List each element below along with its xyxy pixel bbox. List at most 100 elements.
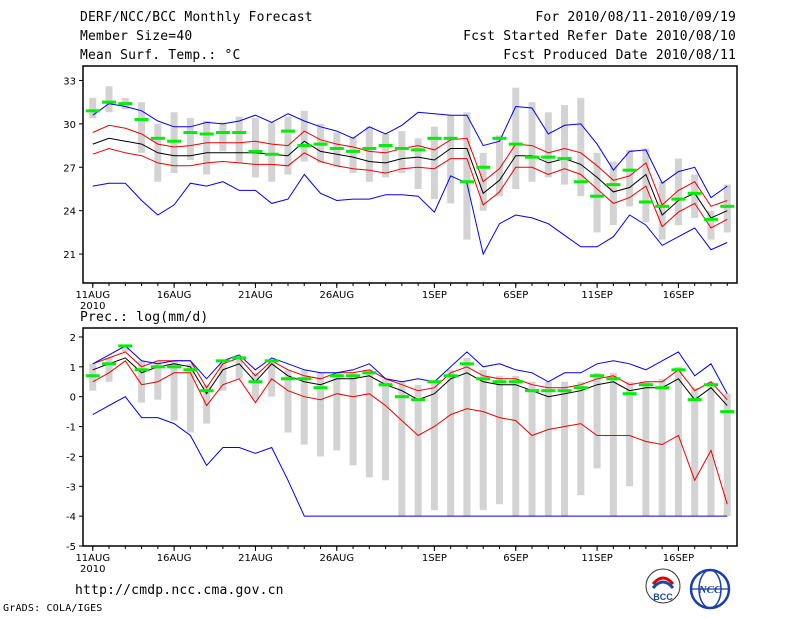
temp-spread-box: [529, 102, 536, 182]
temp-spread-box: [545, 112, 552, 177]
temp-frame: [83, 66, 737, 283]
temp-median-mark: [704, 218, 718, 221]
temp-median-mark: [232, 131, 246, 134]
prec-median-mark: [395, 395, 409, 398]
temp-median-mark: [525, 156, 539, 159]
prec-spread-box: [496, 376, 503, 504]
prec-spread-box: [512, 376, 519, 516]
prec-median-mark: [671, 368, 685, 371]
temp-median-mark: [281, 130, 295, 133]
forecast-charts: 212427303311AUG 16AUG 21AUG 26AUG 1SEP 6SEP 11…: [0, 0, 800, 618]
temp-median-mark: [558, 157, 572, 160]
temp-spread-box: [724, 185, 731, 233]
temp-spread-box: [219, 122, 226, 151]
temp-median-mark: [590, 195, 604, 198]
temp-median-mark: [655, 205, 669, 208]
prec-median-mark: [362, 371, 376, 374]
temp-spread-box: [203, 121, 210, 175]
temp-median-mark: [379, 144, 393, 147]
prec-median-mark: [509, 380, 523, 383]
temp-median-mark: [395, 147, 409, 150]
temp-spread-box: [447, 115, 454, 203]
temp-median-mark: [265, 153, 279, 156]
prec-spread-box: [561, 382, 568, 516]
prec-median-mark: [216, 359, 230, 362]
prec-median-mark: [102, 362, 116, 365]
prec-spread-box: [219, 361, 226, 391]
prec-median-mark: [330, 374, 344, 377]
prec-spread-box: [610, 373, 617, 516]
prec-median-mark: [232, 356, 246, 359]
temp-spread-box: [106, 86, 113, 112]
website-url[interactable]: http://cmdp.ncc.cma.gov.cn: [75, 583, 284, 598]
prec-median-mark: [427, 380, 441, 383]
prec-xtick-label: 16SEP: [663, 553, 694, 564]
temp-spread-box: [366, 127, 373, 182]
prec-ytick-label: 2: [70, 333, 76, 344]
prec-median-mark: [183, 368, 197, 371]
temp-median-mark: [427, 137, 441, 140]
temp-spread-box: [561, 105, 568, 185]
prec-median-mark: [639, 383, 653, 386]
prec-xtick-label: 6SEP: [503, 553, 528, 564]
temp-median-mark: [118, 102, 132, 105]
temp-xtick-label: 16SEP: [663, 290, 694, 301]
prec-spread-box: [350, 373, 357, 466]
temp-xtick-label: 1SEP: [422, 290, 447, 301]
prec-spread-box: [252, 373, 259, 400]
temp-median-mark: [297, 144, 311, 147]
temp-median-mark: [135, 118, 149, 121]
temp-median-mark: [671, 198, 685, 201]
prec-median-mark: [606, 377, 620, 380]
prec-xtick-label: 16AUG: [157, 553, 192, 564]
prec-median-mark: [720, 410, 734, 413]
bcc-logo: BCC: [641, 566, 685, 610]
prec-spread-box: [707, 382, 714, 516]
prec-xtick-label: 11SEP: [581, 553, 612, 564]
temp-spread-box: [610, 161, 617, 225]
temp-median-mark: [639, 200, 653, 203]
prec-spread-box: [447, 370, 454, 516]
temp-median-mark: [460, 180, 474, 183]
temp-spread-box: [268, 122, 275, 181]
prec-spread-box: [366, 370, 373, 478]
prec-ytick-label: 0: [70, 393, 76, 404]
temp-median-mark: [476, 166, 490, 169]
temp-median-mark: [362, 147, 376, 150]
temp-spread-box: [675, 159, 682, 226]
temp-median-mark: [720, 205, 734, 208]
prec-median-mark: [86, 374, 100, 377]
temp-spread-box: [252, 118, 259, 177]
prec-median-mark: [200, 389, 214, 392]
prec-median-mark: [541, 389, 555, 392]
temp-median-mark: [541, 156, 555, 159]
temp-median-mark: [200, 132, 214, 135]
temp-median-mark: [509, 143, 523, 146]
temp-median-mark: [411, 148, 425, 151]
prec-spread-box: [398, 382, 405, 516]
prec-spread-box: [106, 358, 113, 382]
temp-median-mark: [216, 131, 230, 134]
precip-panel-title: Prec.: log(mm/d): [80, 310, 208, 325]
temp-xtick-label: 6SEP: [503, 290, 528, 301]
prec-spread-box: [382, 379, 389, 481]
prec-spread-box: [415, 385, 422, 516]
temp-median-mark: [606, 183, 620, 186]
ncc-logo-text: NCC: [698, 584, 722, 596]
temp-median-mark: [444, 137, 458, 140]
prec-ytick-label: 1: [70, 363, 76, 374]
temp-median-mark: [183, 131, 197, 134]
temp-median-mark: [574, 180, 588, 183]
temp-median-mark: [623, 169, 637, 172]
temp-spread-box: [659, 182, 666, 240]
prec-median-mark: [151, 365, 165, 368]
prec-ytick-label: -5: [66, 542, 76, 553]
prec-spread-box: [529, 382, 536, 516]
prec-median-mark: [248, 380, 262, 383]
temp-median-mark: [167, 140, 181, 143]
prec-median-mark: [590, 374, 604, 377]
prec-spread-box: [626, 382, 633, 487]
prec-spread-box: [333, 373, 340, 451]
temp-spread-box: [594, 153, 601, 233]
prec-median-mark: [167, 365, 181, 368]
